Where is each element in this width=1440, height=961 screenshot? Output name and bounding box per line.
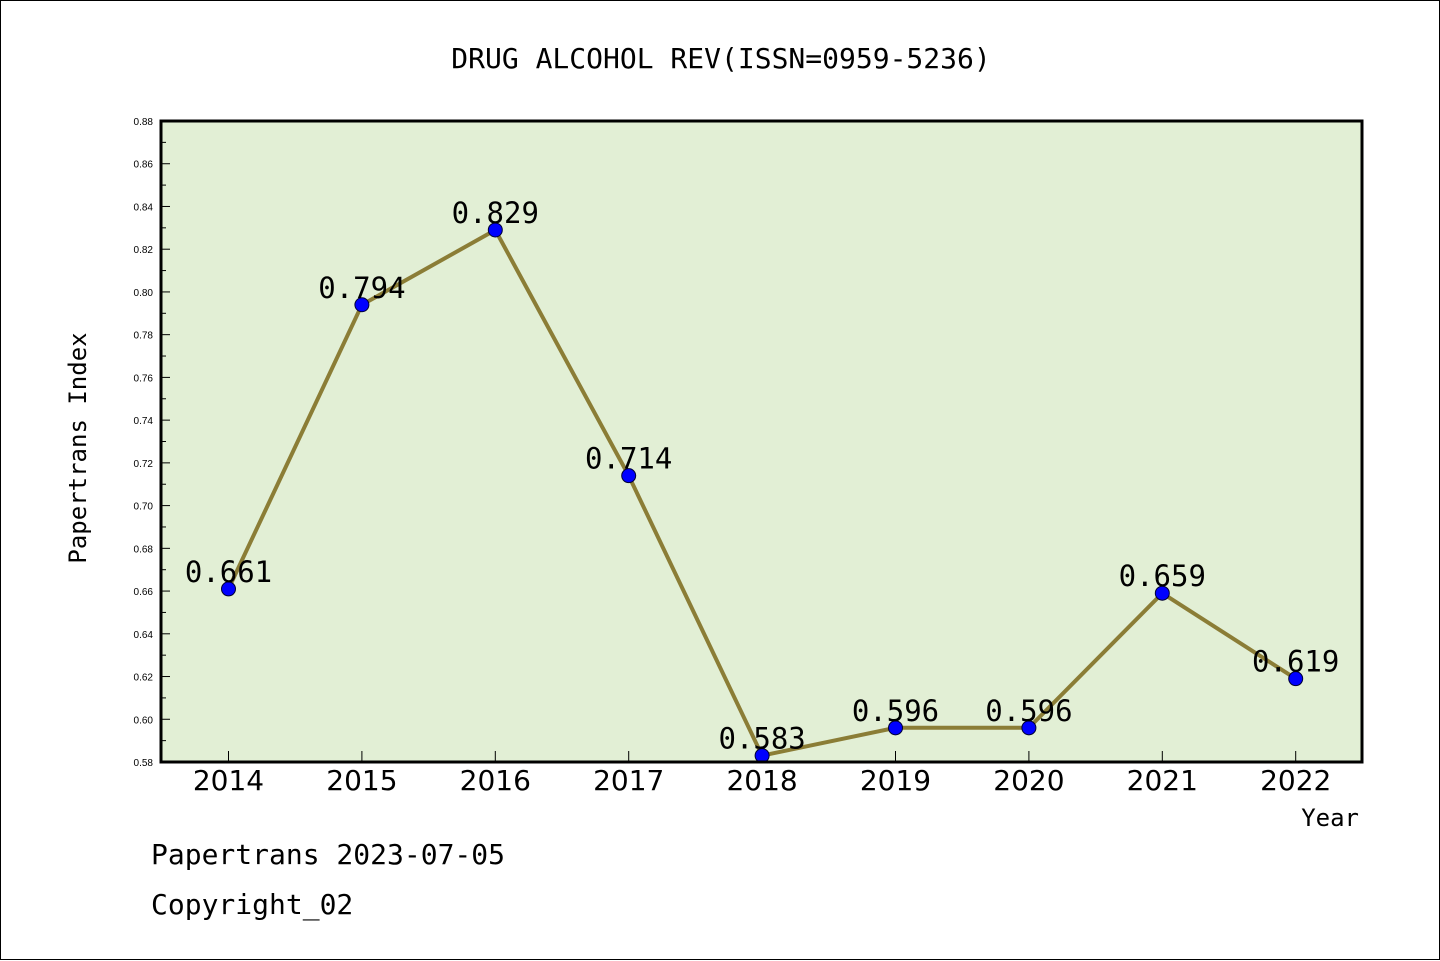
data-markers <box>221 222 1304 764</box>
data-label: 0.829 <box>452 196 539 230</box>
data-label: 0.619 <box>1252 645 1339 679</box>
plot-area <box>161 121 1362 762</box>
y-tick-label: 0.84 <box>134 202 154 213</box>
data-label: 0.596 <box>985 694 1072 728</box>
y-tick-label: 0.62 <box>134 673 154 684</box>
x-tick-label: 2014 <box>193 764 264 797</box>
data-point <box>1154 585 1170 601</box>
y-tick-label: 0.68 <box>134 544 154 555</box>
data-label: 0.714 <box>585 442 672 476</box>
y-tick-label: 0.82 <box>134 245 154 256</box>
x-tick-label: 2019 <box>860 764 931 797</box>
data-label: 0.659 <box>1119 559 1206 593</box>
data-label: 0.596 <box>852 694 939 728</box>
y-tick-label: 0.70 <box>134 502 154 513</box>
y-tick-label: 0.88 <box>134 117 154 128</box>
footer-date: Papertrans 2023-07-05 <box>151 838 505 871</box>
y-tick-label: 0.64 <box>134 630 154 641</box>
x-axis-ticks: 2014 2015 2016 2017 2018 2019 2020 2021 2022 <box>193 751 1331 797</box>
data-label: 0.794 <box>318 271 405 305</box>
data-label: 0.583 <box>718 722 805 756</box>
data-point <box>621 468 637 484</box>
data-point <box>221 581 236 597</box>
x-tick-label: 2015 <box>326 764 397 797</box>
x-tick-label: 2020 <box>993 764 1064 797</box>
data-label: 0.661 <box>185 555 272 589</box>
data-point <box>1288 671 1304 687</box>
x-tick-label: 2022 <box>1260 764 1331 797</box>
y-tick-label: 0.74 <box>134 416 154 427</box>
data-point <box>888 720 903 736</box>
y-axis-label: Papertrans Index <box>64 332 92 563</box>
y-tick-label: 0.78 <box>134 331 154 342</box>
y-axis-ticks: 0.58 0.60 0.62 0.64 0.66 0.68 0.70 0.72 0.74 0.76… <box>134 117 170 769</box>
x-tick-label: 2018 <box>726 764 797 797</box>
y-tick-label: 0.66 <box>134 587 154 598</box>
data-point <box>1021 720 1037 736</box>
y-tick-label: 0.76 <box>134 373 154 384</box>
data-point <box>354 297 370 313</box>
chart-title: DRUG ALCOHOL REV(ISSN=0959-5236) <box>451 42 990 75</box>
x-tick-label: 2016 <box>460 764 531 797</box>
x-axis-label: Year <box>1301 804 1359 832</box>
x-tick-label: 2021 <box>1127 764 1198 797</box>
y-tick-label: 0.86 <box>134 160 154 171</box>
data-labels: 0.661 0.794 0.829 0.714 0.583 0.596 0.596 0.659… <box>185 196 1340 756</box>
x-tick-label: 2017 <box>593 764 664 797</box>
plot-frame <box>159 119 1364 764</box>
y-tick-label: 0.60 <box>134 715 154 726</box>
y-tick-label: 0.72 <box>134 459 154 470</box>
y-tick-label: 0.80 <box>134 288 154 299</box>
y-tick-label: 0.58 <box>134 758 154 769</box>
footer-copyright: Copyright_02 <box>151 888 353 922</box>
data-point <box>487 222 503 238</box>
